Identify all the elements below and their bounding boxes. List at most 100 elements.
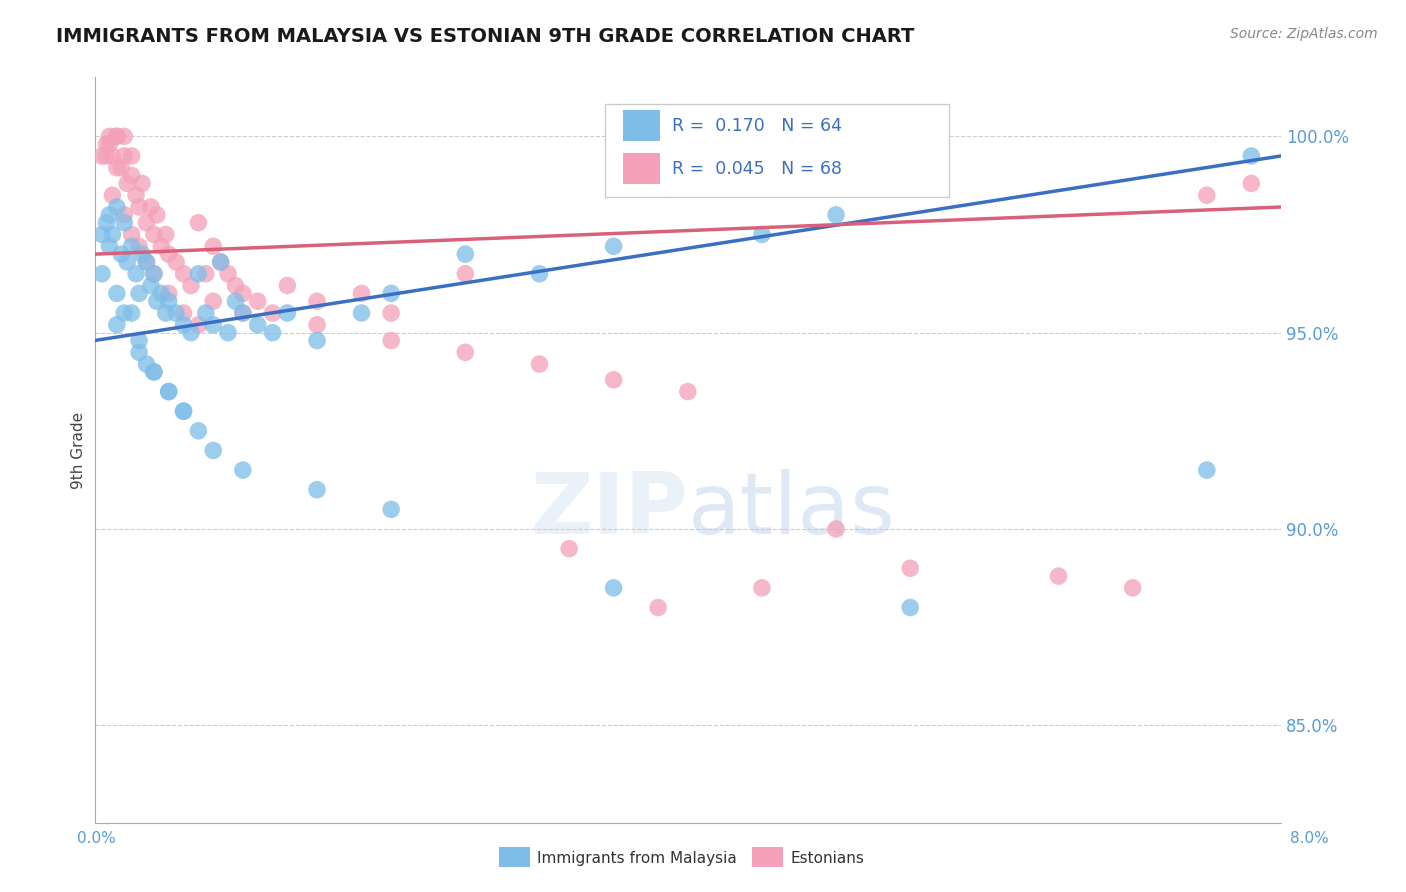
- Point: [157, 294, 180, 309]
- Point: [825, 208, 848, 222]
- Point: [602, 239, 624, 253]
- Point: [217, 267, 239, 281]
- Point: [202, 294, 225, 309]
- Point: [751, 581, 773, 595]
- Point: [1240, 177, 1263, 191]
- Point: [125, 267, 148, 281]
- Point: [173, 404, 195, 418]
- Point: [305, 294, 328, 309]
- Point: [105, 200, 128, 214]
- Point: [224, 278, 246, 293]
- Point: [91, 149, 114, 163]
- Point: [276, 306, 298, 320]
- Point: [101, 188, 124, 202]
- Point: [380, 502, 402, 516]
- Point: [142, 267, 165, 281]
- Point: [155, 227, 177, 242]
- Text: R =  0.045   N = 68: R = 0.045 N = 68: [672, 160, 842, 178]
- Point: [131, 177, 153, 191]
- Point: [135, 357, 157, 371]
- Point: [202, 318, 225, 332]
- Point: [262, 306, 284, 320]
- Point: [142, 365, 165, 379]
- Point: [121, 149, 143, 163]
- Point: [1240, 149, 1263, 163]
- Point: [121, 169, 143, 183]
- Text: IMMIGRANTS FROM MALAYSIA VS ESTONIAN 9TH GRADE CORRELATION CHART: IMMIGRANTS FROM MALAYSIA VS ESTONIAN 9TH…: [56, 27, 915, 45]
- Point: [105, 286, 128, 301]
- Point: [380, 334, 402, 348]
- Text: 0.0%: 0.0%: [77, 831, 117, 846]
- Point: [98, 208, 121, 222]
- Point: [101, 149, 124, 163]
- Point: [898, 561, 921, 575]
- Point: [676, 384, 699, 399]
- Point: [98, 239, 121, 253]
- Point: [135, 255, 157, 269]
- Point: [194, 306, 217, 320]
- Point: [112, 216, 135, 230]
- Point: [602, 373, 624, 387]
- Text: atlas: atlas: [688, 468, 896, 551]
- Point: [454, 345, 477, 359]
- Point: [232, 306, 254, 320]
- Point: [101, 227, 124, 242]
- Point: [112, 149, 135, 163]
- Point: [128, 345, 150, 359]
- Point: [187, 424, 209, 438]
- Point: [173, 318, 195, 332]
- Point: [139, 278, 162, 293]
- Point: [139, 200, 162, 214]
- Point: [105, 161, 128, 175]
- Point: [91, 267, 114, 281]
- Point: [751, 227, 773, 242]
- Point: [209, 255, 232, 269]
- Point: [180, 326, 202, 340]
- Point: [305, 483, 328, 497]
- Point: [180, 278, 202, 293]
- Point: [105, 129, 128, 144]
- Point: [262, 326, 284, 340]
- Point: [155, 306, 177, 320]
- Point: [115, 255, 138, 269]
- Point: [529, 357, 551, 371]
- Point: [276, 278, 298, 293]
- Text: Immigrants from Malaysia: Immigrants from Malaysia: [537, 851, 737, 865]
- Point: [128, 239, 150, 253]
- Point: [187, 267, 209, 281]
- Point: [121, 306, 143, 320]
- Point: [150, 286, 173, 301]
- Point: [105, 129, 128, 144]
- Point: [194, 267, 217, 281]
- Point: [380, 286, 402, 301]
- Point: [157, 384, 180, 399]
- Point: [112, 129, 135, 144]
- Point: [125, 188, 148, 202]
- Text: 8.0%: 8.0%: [1289, 831, 1329, 846]
- Point: [96, 149, 118, 163]
- Point: [157, 286, 180, 301]
- Point: [173, 267, 195, 281]
- FancyBboxPatch shape: [623, 153, 661, 185]
- Point: [112, 208, 135, 222]
- Point: [165, 306, 187, 320]
- Point: [142, 227, 165, 242]
- Point: [232, 286, 254, 301]
- Point: [898, 600, 921, 615]
- Point: [128, 286, 150, 301]
- Point: [202, 239, 225, 253]
- Point: [1195, 463, 1218, 477]
- Point: [121, 239, 143, 253]
- Point: [91, 227, 114, 242]
- Point: [131, 247, 153, 261]
- Point: [1047, 569, 1070, 583]
- Point: [246, 294, 269, 309]
- Point: [121, 227, 143, 242]
- Point: [246, 318, 269, 332]
- Point: [173, 404, 195, 418]
- Point: [202, 443, 225, 458]
- Point: [454, 247, 477, 261]
- Point: [135, 216, 157, 230]
- Point: [232, 463, 254, 477]
- Point: [187, 318, 209, 332]
